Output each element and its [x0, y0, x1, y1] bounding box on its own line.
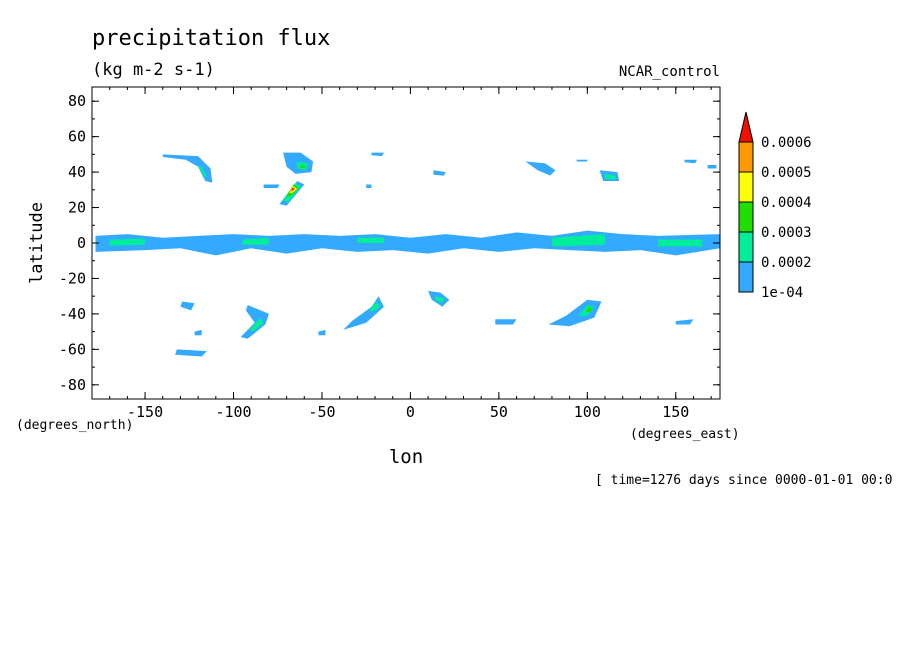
- y-axis-label: latitude: [27, 202, 47, 284]
- x-tick-label: -100: [215, 403, 251, 421]
- contour-region-aus-arc-green: [585, 306, 593, 313]
- colorbar-label: 0.0005: [761, 165, 812, 181]
- colorbar: 1e-04 0.0002 0.0003 0.0004 0.0005 0.0006: [738, 111, 812, 301]
- contour-region-itcz-core-mid: [242, 237, 269, 245]
- x-units-label: (degrees_east): [630, 427, 740, 442]
- y-tick-label: 40: [68, 163, 86, 181]
- contour-region-tiny-7: [684, 159, 697, 164]
- contour-fields: [95, 152, 720, 357]
- colorbar-swatch: [738, 231, 754, 263]
- contour-region-spac-south-arc-core: [249, 317, 264, 332]
- x-axis: -150 -100 -50 0 50 100 150: [109, 87, 712, 421]
- x-axis-label: lon: [389, 446, 423, 468]
- colorbar-extend-arrow: [738, 111, 754, 143]
- y-tick-label: -20: [59, 269, 86, 287]
- contour-region-tiny-4: [433, 170, 446, 176]
- contour-region-spac-blob-west: [180, 301, 195, 311]
- y-tick-label: 80: [68, 92, 86, 110]
- contour-region-natl-storm-north-green: [300, 165, 307, 169]
- contour-region-nasia-blob: [525, 161, 556, 176]
- contour-region-natl-storm-south-red: [291, 188, 295, 191]
- contour-region-satl-arc: [343, 296, 384, 330]
- colorbar-label: 0.0002: [761, 255, 812, 271]
- contour-region-tiny-9: [366, 184, 372, 188]
- contour-region-aus-arc: [548, 299, 602, 327]
- x-tick-label: 100: [574, 403, 601, 421]
- contour-region-itcz-band: [95, 230, 720, 256]
- y-tick-label: 0: [77, 234, 86, 252]
- contour-region-tiny-6: [675, 319, 694, 325]
- colorbar-swatch: [738, 201, 754, 233]
- y-axis: 80 60 40 20 0 -20 -40 -60 -80: [59, 92, 720, 394]
- y-tick-label: -60: [59, 340, 86, 358]
- x-tick-label: 0: [406, 403, 415, 421]
- x-tick-label: 50: [490, 403, 508, 421]
- y-tick-label: 60: [68, 128, 86, 146]
- experiment-label: NCAR_control: [619, 64, 720, 80]
- chart-title: precipitation flux: [92, 26, 330, 51]
- contour-region-itcz-core-west: [109, 238, 146, 246]
- y-units-label: (degrees_north): [16, 418, 133, 433]
- contour-region-itcz-core-atl: [357, 237, 384, 243]
- contour-region-natl-small: [263, 184, 280, 188]
- contour-region-tiny-2: [318, 329, 326, 336]
- time-annotation: [ time=1276 days since 0000-01-01 00:0: [595, 473, 892, 488]
- contour-region-tiny-1: [194, 329, 202, 336]
- contour-region-npac-arc-core: [198, 165, 207, 178]
- contour-region-tiny-5: [495, 319, 517, 325]
- contour-region-npac-east-core: [605, 173, 616, 180]
- contour-region-satl-arc-core: [369, 301, 381, 313]
- contour-region-itcz-core-ind: [551, 234, 605, 247]
- contour-region-tiny-3: [371, 152, 384, 157]
- x-tick-label: -150: [127, 403, 163, 421]
- y-tick-label: -80: [59, 376, 86, 394]
- x-tick-label: -50: [308, 403, 335, 421]
- contour-region-spac-south-arc: [240, 305, 269, 339]
- y-tick-label: 20: [68, 199, 86, 217]
- contour-region-itcz-core-east: [658, 239, 703, 247]
- chart-subtitle-units: (kg m-2 s-1): [92, 60, 215, 80]
- contour-region-sind-core: [435, 296, 444, 304]
- colorbar-swatch: [738, 261, 754, 293]
- contour-region-tiny-10: [576, 159, 588, 162]
- colorbar-swatch: [738, 141, 754, 173]
- colorbar-label: 1e-04: [761, 285, 803, 301]
- colorbar-label: 0.0004: [761, 195, 812, 211]
- y-tick-label: -40: [59, 305, 86, 323]
- colorbar-label: 0.0006: [761, 135, 812, 151]
- contour-region-npac-arc: [162, 154, 213, 183]
- contour-region-tiny-8: [707, 165, 717, 169]
- colorbar-swatch: [738, 171, 754, 203]
- colorbar-label: 0.0003: [761, 225, 812, 241]
- contour-region-southern-ocean-blob: [175, 349, 207, 357]
- x-tick-label: 150: [662, 403, 689, 421]
